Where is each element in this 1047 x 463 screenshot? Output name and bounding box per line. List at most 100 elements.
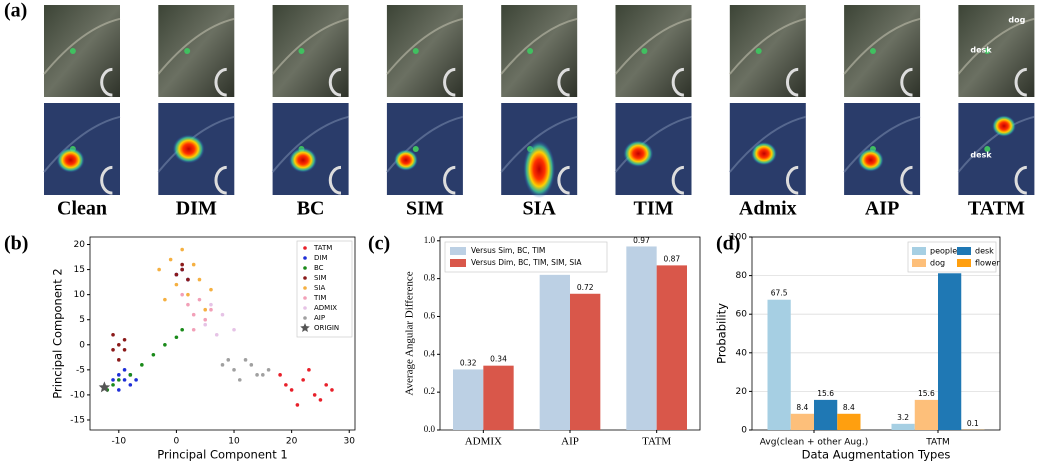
moon-shape — [671, 165, 685, 195]
point — [186, 277, 190, 282]
point — [330, 388, 334, 392]
bar — [814, 399, 838, 430]
track — [843, 17, 921, 75]
point — [180, 327, 184, 332]
legend-label: ADMIX — [314, 304, 337, 312]
point — [243, 358, 248, 362]
legend-swatch — [303, 316, 307, 320]
plot-frame — [751, 236, 1001, 431]
bar — [891, 423, 915, 430]
legend-label: AIP — [314, 314, 325, 322]
point — [186, 302, 190, 307]
image — [958, 103, 1035, 195]
track — [500, 115, 578, 173]
legend-swatch — [300, 323, 310, 333]
x-axis-label: Data Augmentation Types — [802, 448, 951, 462]
point — [117, 388, 121, 392]
track — [843, 115, 921, 173]
value-label: 8.4 — [843, 403, 855, 412]
point — [220, 363, 225, 367]
plot-frame — [89, 236, 356, 431]
point — [318, 398, 323, 402]
heatmap — [857, 148, 884, 172]
image — [844, 5, 921, 97]
legend-swatch — [303, 266, 307, 270]
point — [151, 353, 156, 357]
x-tick-label: ADMIX — [465, 436, 502, 448]
track — [271, 115, 349, 173]
point — [237, 378, 242, 382]
legend-swatch — [303, 276, 307, 280]
bar — [626, 246, 657, 430]
point — [232, 368, 236, 372]
image-caption: BC — [297, 198, 325, 220]
point — [111, 347, 115, 352]
value-label: 0.87 — [663, 254, 680, 263]
panel-label: (b) — [4, 233, 28, 255]
legend: TATM DIM BC SIM SIA TIM ADMIX AIP ORIGIN — [296, 240, 353, 338]
legend-label: dog — [930, 259, 945, 268]
y-axis-label: Principal Component 2 — [51, 268, 65, 398]
track — [43, 17, 121, 75]
point — [197, 297, 202, 302]
y-tick-label: 0.8 — [424, 273, 436, 283]
point — [278, 373, 282, 377]
point — [324, 383, 328, 387]
y-axis-label: Average Angular Difference — [404, 271, 416, 395]
legend-swatch — [957, 247, 971, 255]
y-tick-label: -10 — [70, 390, 85, 400]
legend-swatch — [303, 256, 307, 260]
legend-label: people — [930, 247, 957, 256]
moon-shape — [900, 67, 913, 97]
heatmap — [56, 147, 85, 173]
point — [312, 393, 317, 397]
skater — [869, 48, 876, 54]
y-tick-label: 5 — [79, 315, 85, 325]
point — [128, 383, 133, 387]
point — [122, 368, 127, 372]
skater — [412, 146, 419, 152]
point — [111, 332, 115, 337]
skater — [527, 48, 534, 54]
point — [197, 277, 202, 282]
legend: Versus Sim, BC, TIM Versus Dim, BC, TIM, … — [444, 241, 608, 273]
point — [180, 267, 184, 272]
track — [43, 115, 121, 173]
skater — [412, 48, 419, 54]
track — [157, 17, 235, 75]
legend-swatch — [303, 246, 307, 250]
track — [386, 17, 464, 75]
track — [157, 115, 235, 173]
y-tick-label: -5 — [76, 365, 85, 375]
x-tick-label: TATM — [642, 436, 671, 448]
skater — [984, 146, 991, 152]
point — [209, 307, 213, 312]
image — [272, 103, 349, 195]
image — [386, 103, 463, 195]
x-tick-label: Avg(clean + other Aug.) — [760, 438, 868, 448]
overlay-text: desk — [970, 46, 992, 55]
image — [729, 5, 806, 97]
panel-label: (d) — [716, 233, 740, 255]
y-tick-label: 0 — [741, 426, 747, 436]
point — [122, 378, 127, 382]
point — [284, 383, 288, 387]
image — [386, 5, 463, 97]
panel-label: (c) — [368, 233, 390, 255]
image-caption: SIM — [406, 198, 444, 220]
value-label: 0.32 — [460, 358, 477, 367]
moon-shape — [100, 165, 113, 195]
y-tick-label: 20 — [74, 240, 86, 250]
image-caption: Admix — [739, 198, 797, 220]
point — [214, 332, 219, 337]
moon-shape — [671, 67, 685, 97]
moon-shape — [214, 165, 227, 195]
image-caption: AIP — [865, 198, 899, 220]
x-tick-label: 30 — [344, 437, 356, 447]
y-tick-label: 1.0 — [424, 235, 436, 245]
point — [174, 272, 179, 277]
skater — [984, 48, 991, 54]
bar — [483, 365, 514, 430]
track — [957, 115, 1035, 173]
legend-swatch — [912, 259, 926, 267]
